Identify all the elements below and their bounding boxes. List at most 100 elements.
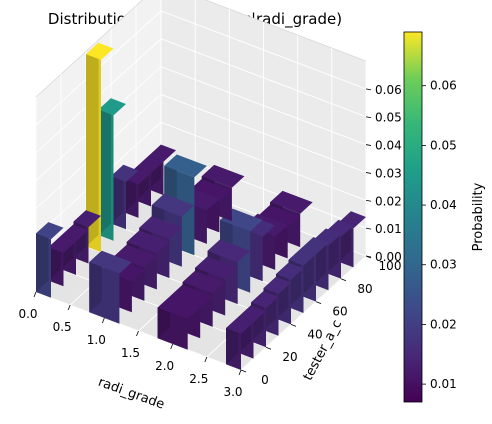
bar (98, 98, 126, 241)
z-tick-label: 0.05 (375, 111, 402, 125)
colorbar-tick-label: 0.05 (430, 138, 457, 152)
bar-top-face (189, 179, 232, 202)
bar-top-face (251, 291, 279, 309)
x-tick-label: 0.5 (53, 320, 72, 334)
bar-side-face (86, 42, 99, 247)
bar-top-face (136, 156, 164, 174)
y-tick-label: 20 (282, 350, 297, 364)
bar-top-face (123, 167, 151, 185)
z-tick-mark (365, 172, 372, 174)
y-tick-label: 100 (379, 259, 402, 273)
x-tick-label: 2.5 (189, 372, 208, 386)
x-axis-label: radi_grade (96, 375, 166, 413)
colorbar-tick-label: 0.04 (430, 198, 457, 212)
bar-top-face (86, 42, 114, 60)
bar-side-face (36, 222, 49, 292)
bar-top-face (276, 262, 304, 280)
z-tick-mark (365, 88, 372, 91)
bar (48, 235, 76, 287)
x-tick-mark (136, 330, 139, 337)
x-tick-mark (238, 369, 242, 376)
colorbar-tick-label: 0.02 (430, 317, 457, 331)
bar-top-face (48, 235, 76, 253)
bar-side-face (89, 250, 102, 313)
z-tick-label: 0.02 (375, 194, 402, 208)
bar (36, 222, 64, 298)
x-tick-label: 1.0 (87, 333, 106, 347)
x-tick-label: 1.5 (121, 346, 140, 360)
bar-top-face (148, 144, 176, 162)
z-axis-ticks: 0.00 0.01 0.02 0.03 0.04 0.05 0.06 (365, 83, 402, 264)
y-tick-label: 80 (357, 282, 372, 296)
y-tick-mark (265, 346, 272, 350)
bar-top-face (114, 244, 157, 268)
x-tick-mark (101, 317, 105, 324)
bar (111, 164, 139, 230)
bar-top-face (151, 193, 195, 217)
bar-top-face (164, 154, 207, 178)
colorbar-tick-label: 0.01 (430, 377, 457, 391)
bar-top-face (201, 164, 245, 188)
y-tick-label: 60 (332, 305, 347, 319)
z-tick-label: 0.01 (375, 222, 402, 236)
colorbar-gradient (403, 31, 423, 403)
bars (36, 42, 366, 370)
bar (86, 42, 114, 253)
y-tick-mark (340, 278, 347, 282)
colorbar-tick-label: 0.06 (430, 79, 457, 93)
bar-side-face (98, 98, 111, 235)
bar-top-face (98, 98, 126, 116)
bar-top-face (207, 239, 251, 263)
bar-top-face (226, 316, 254, 334)
colorbar-ticks: 0.01 0.02 0.03 0.04 0.05 0.06 (422, 79, 457, 391)
x-tick-mark (204, 356, 208, 363)
z-tick-mark (365, 199, 372, 202)
bar (89, 250, 132, 324)
bar-top-face (170, 284, 213, 308)
bar-top-face (126, 230, 170, 254)
bar-top-face (36, 222, 64, 240)
bar-top-face (257, 205, 301, 228)
bar-top-face (263, 276, 291, 294)
z-tick-label: 0.06 (375, 83, 402, 97)
colorbar-label: Probability (471, 182, 486, 251)
z-tick-label: 0.03 (375, 166, 402, 180)
bar-top-face (89, 250, 132, 274)
y-tick-label: 0 (261, 373, 269, 387)
bar-top-face (270, 190, 313, 214)
x-tick-label: 0.0 (18, 307, 37, 321)
bar-top-face (182, 270, 226, 294)
bar-top-face (139, 216, 182, 240)
bar (226, 316, 254, 370)
x-tick-mark (170, 343, 174, 350)
y-tick-mark (240, 369, 247, 373)
x-tick-mark (67, 304, 71, 311)
y-tick-mark (290, 324, 297, 327)
bar-top-face (111, 164, 139, 182)
colorbar-tick-label: 0.03 (430, 258, 457, 272)
y-tick-mark (315, 301, 322, 304)
x-axis-ticks: 0.0 0.5 1.0 1.5 2.0 2.5 3.0 (18, 291, 243, 399)
bar (157, 296, 201, 350)
bar-top-face (301, 237, 329, 255)
bar-top-face (288, 248, 316, 266)
y-tick-label: 40 (307, 327, 322, 341)
z-tick-mark (365, 144, 372, 146)
bar-top-face (157, 296, 201, 320)
z-tick-label: 0.00 (375, 250, 402, 264)
x-tick-mark (33, 291, 37, 298)
bar-top-face (238, 305, 266, 323)
z-tick-mark (365, 255, 372, 258)
x-tick-label: 2.0 (155, 359, 174, 373)
z-tick-label: 0.04 (375, 139, 402, 153)
z-tick-mark (365, 116, 372, 119)
colorbar: 0.01 0.02 0.03 0.04 0.05 0.06 Probability (403, 31, 486, 403)
y-axis-ticks: 0 20 40 60 80 100 (240, 255, 402, 387)
x-tick-label: 3.0 (223, 385, 242, 399)
bar-top-face (73, 210, 101, 228)
bar-top-face (195, 256, 238, 280)
bar (301, 237, 329, 302)
bar-top-face (61, 224, 89, 242)
